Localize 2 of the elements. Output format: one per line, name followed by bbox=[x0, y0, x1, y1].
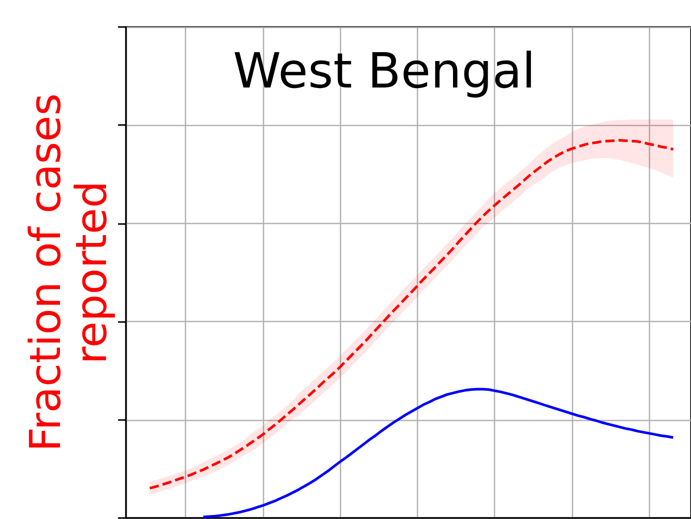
chart-title: West Bengal bbox=[233, 44, 536, 100]
y-axis-title: Fraction of cases reported bbox=[21, 93, 117, 452]
